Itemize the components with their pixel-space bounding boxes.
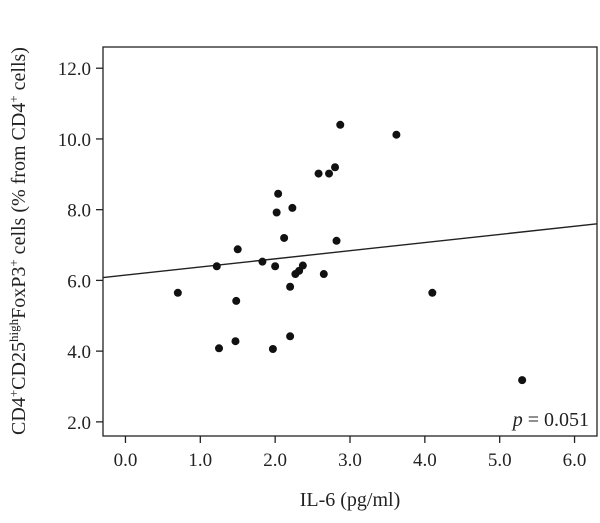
data-point	[518, 376, 527, 385]
y-tick-label: 2.0	[67, 413, 91, 434]
data-point	[286, 282, 295, 291]
data-point	[268, 345, 277, 354]
data-point	[274, 189, 283, 198]
data-point	[271, 262, 280, 271]
y-tick-label: 6.0	[67, 271, 91, 292]
data-point	[298, 261, 307, 270]
data-point	[215, 344, 224, 353]
x-tick-label: 3.0	[338, 450, 362, 471]
data-point	[428, 288, 437, 297]
x-axis-title: IL-6 (pg/ml)	[300, 489, 401, 511]
p-value: = 0.051	[523, 409, 589, 431]
x-tick-label: 2.0	[263, 450, 287, 471]
x-tick-label: 6.0	[563, 450, 587, 471]
data-point	[258, 257, 267, 266]
data-point	[212, 262, 221, 271]
data-point	[173, 288, 182, 297]
data-point	[314, 169, 323, 178]
y-tick-label: 4.0	[67, 342, 91, 363]
data-point	[286, 332, 295, 341]
p-value-annotation: p = 0.051	[511, 409, 589, 431]
data-point	[325, 169, 334, 178]
x-tick-label: 0.0	[114, 450, 138, 471]
y-axis-title: CD4+CD25highFoxP3+ cells (% from CD4+ ce…	[6, 47, 31, 435]
p-symbol: p	[511, 409, 523, 431]
data-point	[280, 233, 289, 242]
data-point	[233, 245, 242, 254]
x-tick-label: 4.0	[413, 450, 437, 471]
x-tick-label: 1.0	[188, 450, 212, 471]
data-point	[336, 120, 345, 129]
y-tick-label: 8.0	[67, 201, 91, 222]
data-point	[231, 337, 240, 346]
y-tick-label: 12.0	[58, 59, 91, 80]
data-point	[288, 203, 297, 212]
data-point	[232, 296, 241, 305]
data-point	[331, 163, 340, 172]
regression-line	[102, 223, 598, 279]
data-point	[332, 236, 341, 245]
data-point	[272, 208, 281, 217]
data-point	[392, 130, 401, 139]
y-tick-label: 10.0	[58, 130, 91, 151]
data-point	[319, 270, 328, 279]
x-tick-label: 5.0	[488, 450, 512, 471]
